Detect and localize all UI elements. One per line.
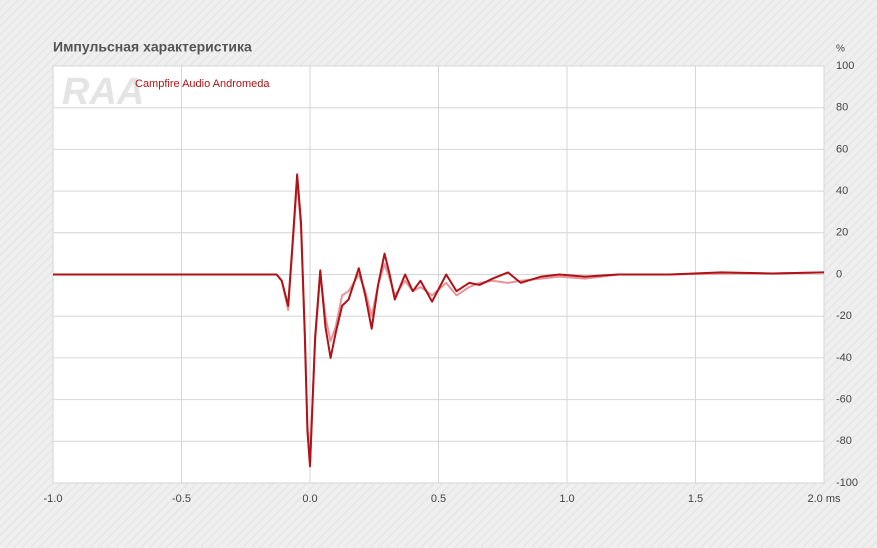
y-tick-label: -60 — [836, 394, 852, 406]
y-tick-label: 40 — [836, 185, 848, 197]
y-tick-label: -80 — [836, 435, 852, 447]
x-tick-label: -1.0 — [44, 493, 63, 505]
y-tick-label: -40 — [836, 352, 852, 364]
x-tick-label: 0.5 — [431, 493, 446, 505]
y-tick-label: 80 — [836, 102, 848, 114]
y-axis-label: % — [836, 44, 845, 55]
y-tick-label: -20 — [836, 310, 852, 322]
x-tick-label: 1.0 — [559, 493, 574, 505]
legend-label: Campfire Audio Andromeda — [135, 78, 270, 90]
y-tick-label: 100 — [836, 60, 854, 72]
x-tick-label: 1.5 — [688, 493, 703, 505]
chart-title: Импульсная характеристика — [53, 39, 252, 55]
series-line — [53, 173, 825, 468]
x-tick-label: -0.5 — [172, 493, 191, 505]
y-tick-label: -100 — [836, 477, 858, 489]
y-tick-label: 0 — [836, 268, 842, 280]
watermark: RAA — [62, 71, 144, 113]
y-tick-label: 60 — [836, 143, 848, 155]
y-tick-label: 20 — [836, 227, 848, 239]
x-tick-label: 2.0 ms — [807, 493, 841, 505]
x-tick-label: 0.0 — [302, 493, 317, 505]
